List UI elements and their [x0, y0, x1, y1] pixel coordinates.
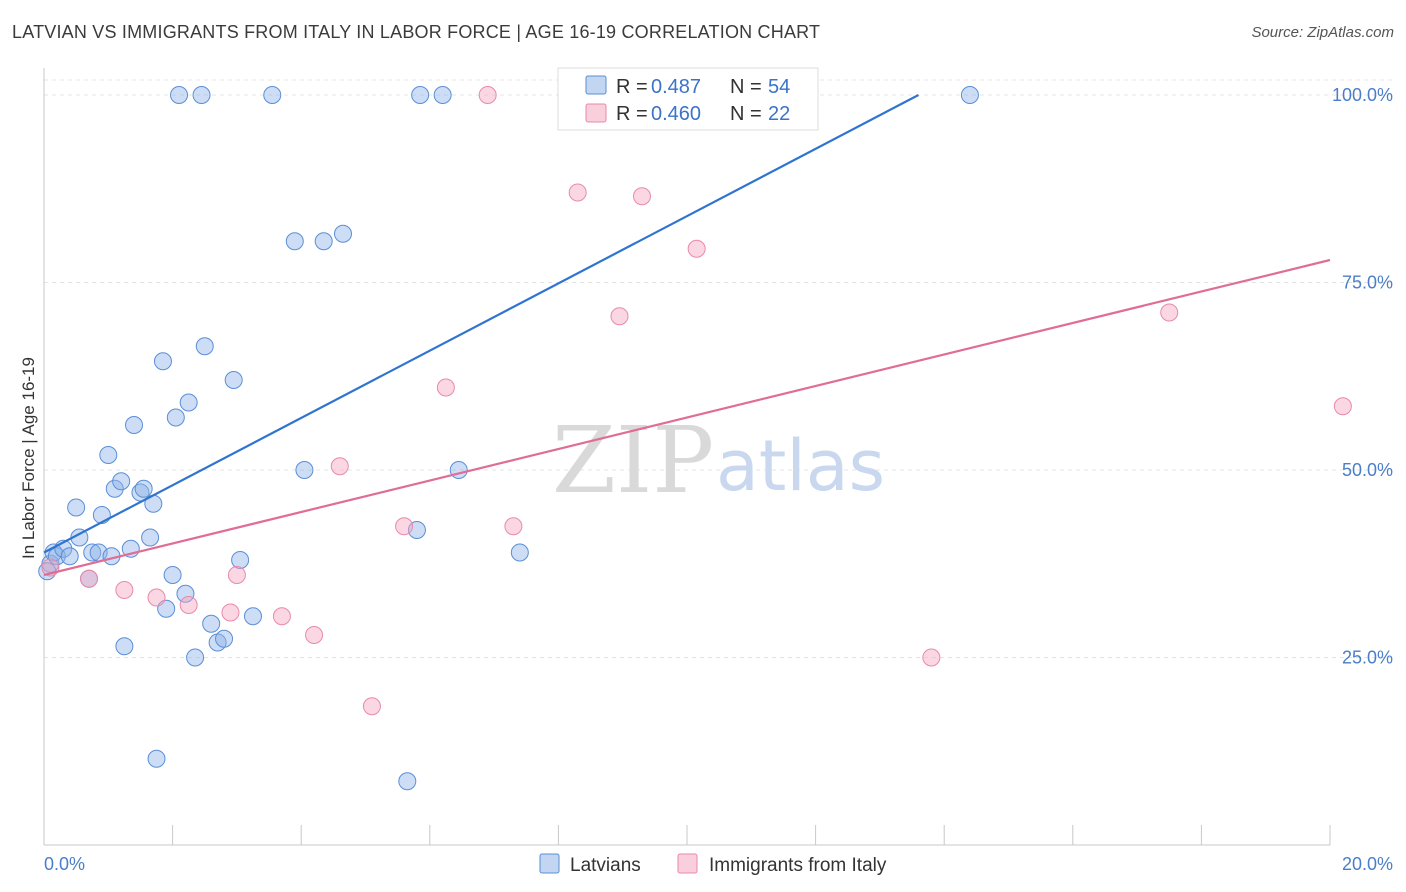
- point-latvians: [105, 479, 124, 498]
- bottom-legend-swatch-latvians: [539, 853, 560, 874]
- y-axis-label: In Labor Force | Age 16-19: [19, 357, 38, 559]
- point-italy: [568, 183, 587, 202]
- point-latvians: [67, 498, 86, 517]
- point-latvians: [115, 637, 134, 656]
- point-italy: [436, 378, 455, 397]
- axes: [43, 68, 1331, 846]
- x-tick-min: 0.0%: [44, 854, 85, 874]
- point-latvians: [195, 337, 214, 356]
- point-latvians: [192, 86, 211, 104]
- point-latvians: [960, 86, 979, 104]
- point-italy: [330, 457, 349, 476]
- point-italy: [395, 517, 414, 536]
- point-latvians: [433, 86, 452, 104]
- point-latvians: [60, 547, 79, 566]
- watermark-atlas: atlas: [716, 425, 885, 507]
- legend-r-value-latvians: 0.487: [651, 76, 701, 98]
- y-tick-labels: 25.0% 50.0% 75.0% 100.0%: [1332, 85, 1393, 668]
- point-latvians: [99, 446, 118, 464]
- point-latvians: [47, 547, 66, 566]
- point-italy: [1160, 303, 1179, 322]
- bottom-legend-latvians: Latvians: [570, 855, 641, 876]
- series-legend: Latvians Immigrants from Italy: [539, 853, 887, 876]
- y-tick-label: 25.0%: [1342, 648, 1393, 668]
- point-latvians: [125, 416, 144, 434]
- y-tick-label: 50.0%: [1342, 460, 1393, 480]
- point-latvians: [166, 408, 185, 427]
- point-latvians: [285, 232, 304, 251]
- x-tick-max: 20.0%: [1342, 854, 1393, 874]
- point-italy: [179, 596, 198, 614]
- data-points: [38, 86, 1352, 791]
- point-latvians: [147, 749, 166, 768]
- point-latvians: [92, 506, 111, 524]
- legend-r-label-latvians: R =: [616, 76, 648, 98]
- source-label: Source: ZipAtlas.com: [1251, 24, 1394, 41]
- legend-n-label-latvians: N =: [730, 76, 762, 98]
- watermark-zip: ZIP: [552, 407, 714, 514]
- legend-swatch-latvians: [585, 75, 607, 95]
- chart-title: LATVIAN VS IMMIGRANTS FROM ITALY IN LABO…: [12, 22, 821, 42]
- legend-r-value-italy: 0.460: [651, 103, 701, 125]
- point-italy: [632, 187, 651, 206]
- point-latvians: [333, 224, 352, 243]
- point-latvians: [295, 461, 314, 479]
- trend-lines: [43, 94, 1331, 577]
- point-italy: [1333, 397, 1352, 416]
- legend-swatch-italy: [585, 103, 607, 123]
- y-tick-label: 100.0%: [1332, 85, 1393, 105]
- legend-n-value-latvians: 54: [768, 76, 790, 98]
- point-latvians: [243, 607, 262, 626]
- watermark: ZIP atlas: [552, 407, 885, 514]
- point-italy: [478, 86, 497, 104]
- point-latvians: [202, 614, 221, 633]
- point-latvians: [134, 479, 153, 498]
- legend-r-label-italy: R =: [616, 103, 648, 125]
- trend-line-italy: [43, 258, 1331, 577]
- point-latvians: [398, 772, 417, 791]
- point-italy: [221, 603, 240, 622]
- trend-line-latvians: [43, 94, 919, 554]
- legend-n-value-italy: 22: [768, 103, 790, 125]
- point-latvians: [411, 86, 430, 104]
- point-latvians: [263, 86, 282, 104]
- point-italy: [80, 569, 99, 588]
- point-latvians: [215, 629, 234, 648]
- point-italy: [227, 566, 246, 584]
- point-italy: [147, 588, 166, 607]
- legend-n-label-italy: N =: [730, 103, 762, 125]
- point-latvians: [176, 584, 195, 603]
- point-italy: [687, 239, 706, 258]
- point-italy: [272, 607, 291, 626]
- stats-legend: R = 0.487 N = 54 R = 0.460 N = 22: [557, 67, 819, 131]
- point-latvians: [163, 566, 182, 584]
- point-latvians: [224, 371, 243, 389]
- y-tick-label: 75.0%: [1342, 273, 1393, 293]
- point-latvians: [170, 86, 189, 104]
- point-latvians: [141, 528, 160, 547]
- grid-lines: [44, 79, 1393, 658]
- point-latvians: [153, 352, 172, 371]
- point-italy: [305, 626, 324, 644]
- bottom-legend-swatch-italy: [677, 853, 698, 874]
- point-italy: [504, 517, 523, 536]
- point-italy: [922, 648, 941, 667]
- point-italy: [115, 581, 134, 599]
- point-latvians: [186, 648, 205, 667]
- point-italy: [610, 307, 629, 326]
- point-latvians: [179, 393, 198, 412]
- point-latvians: [510, 543, 529, 562]
- bottom-legend-italy: Immigrants from Italy: [709, 855, 887, 876]
- point-italy: [362, 697, 381, 716]
- point-latvians: [231, 551, 250, 569]
- point-latvians: [314, 232, 333, 251]
- point-latvians: [83, 543, 102, 562]
- point-latvians: [112, 472, 131, 491]
